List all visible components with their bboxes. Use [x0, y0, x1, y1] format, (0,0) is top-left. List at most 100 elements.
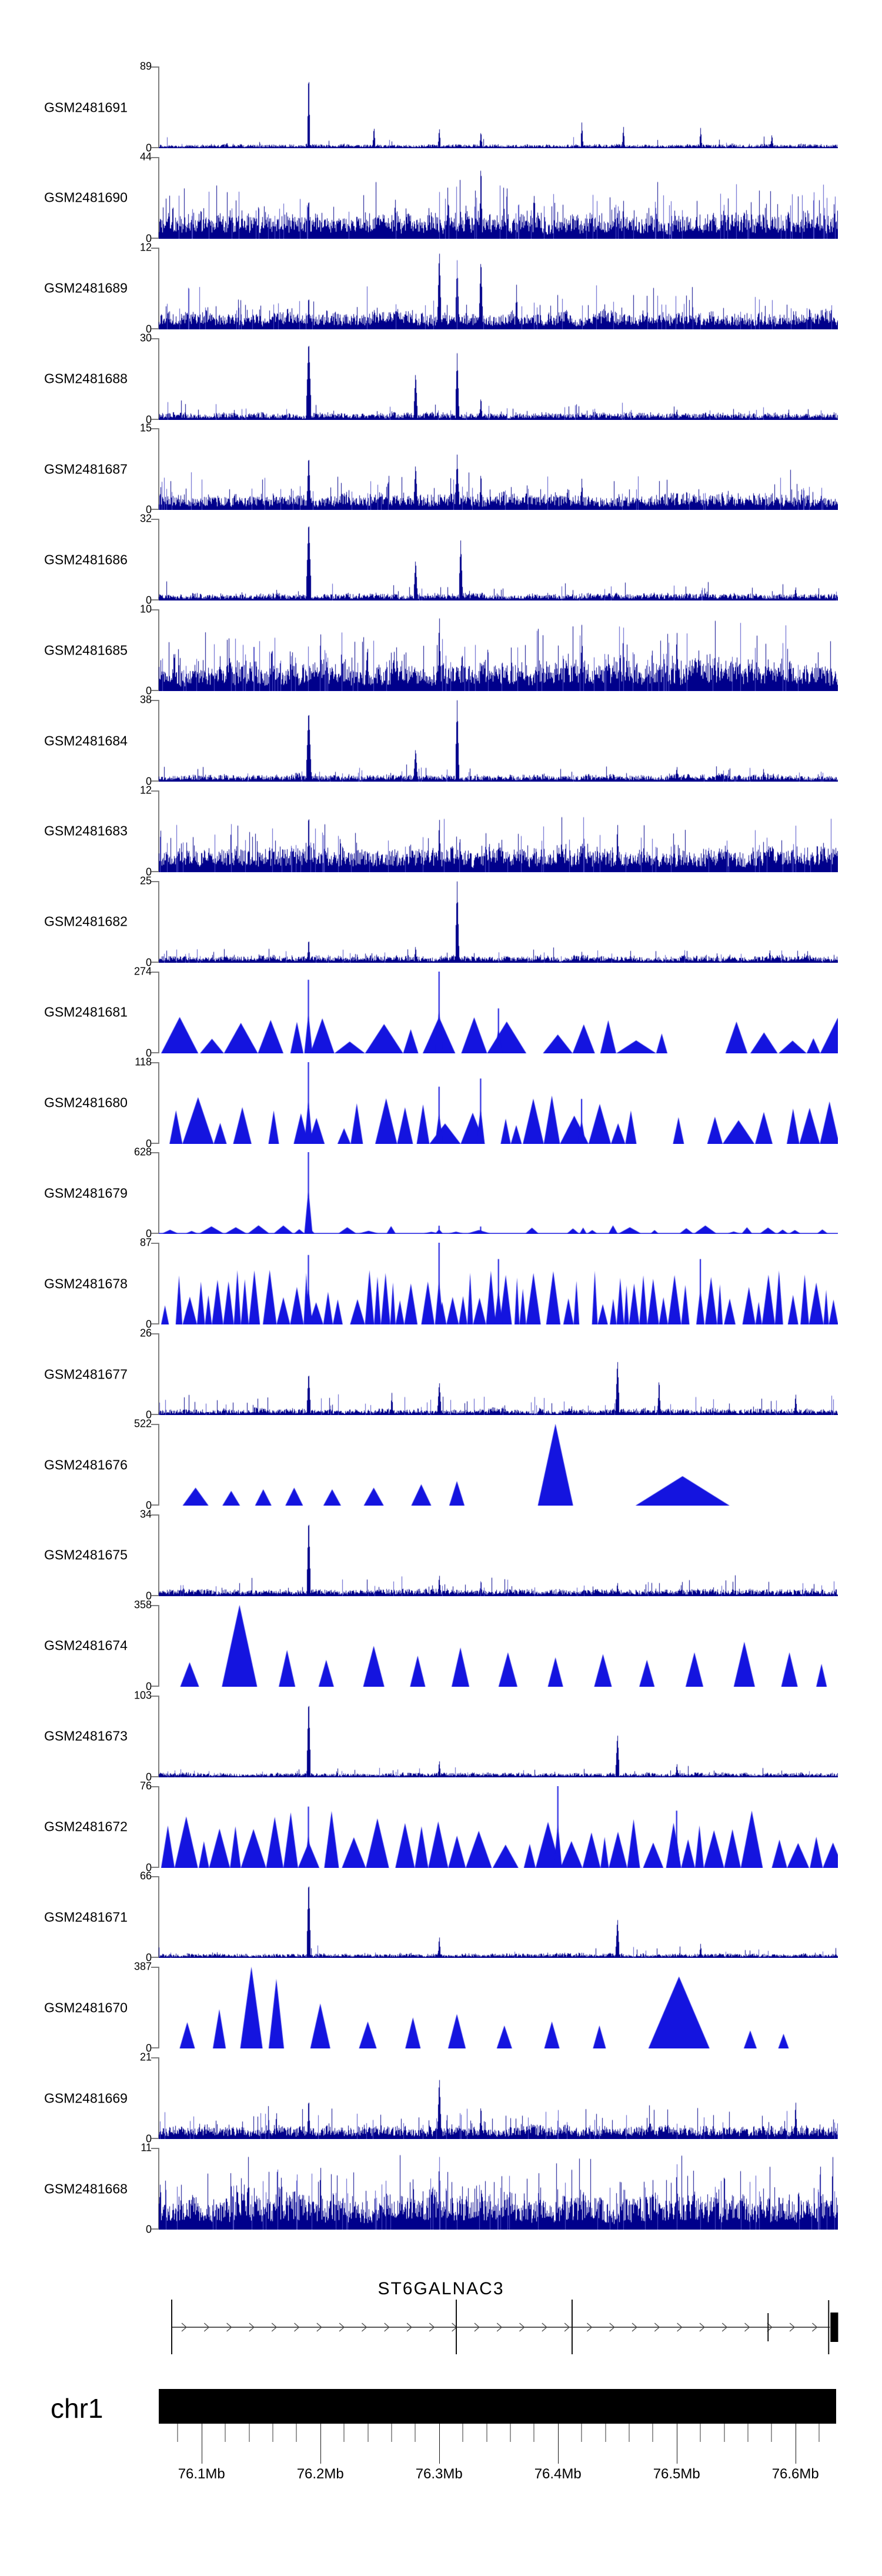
track-ymax: 26 — [139, 1327, 152, 1339]
track-plot — [159, 1424, 838, 1506]
track-ymin: 0 — [145, 1047, 152, 1059]
track-label: GSM2481691 — [44, 99, 128, 115]
axis-minor-tick — [248, 2424, 250, 2442]
track-ymin: 0 — [145, 2133, 152, 2145]
track-plot — [159, 1786, 838, 1868]
y-axis-tick — [151, 609, 159, 611]
y-axis-tick — [151, 156, 159, 158]
y-axis-tick — [151, 1786, 159, 1787]
track-plot — [159, 66, 838, 148]
track-label: GSM2481670 — [44, 2000, 128, 2016]
track-row: GSM2481676 522 0 — [0, 1419, 882, 1511]
track-ymax: 21 — [139, 2051, 152, 2063]
track-label: GSM2481668 — [44, 2181, 128, 2196]
axis-minor-tick — [723, 2424, 725, 2442]
y-axis-tick — [151, 2057, 159, 2059]
track-plot — [159, 790, 838, 872]
y-axis-tick — [151, 1967, 159, 1968]
track-ymax: 103 — [133, 1689, 152, 1701]
track-ymin: 0 — [145, 2223, 152, 2235]
y-axis-tick — [151, 1876, 159, 1878]
y-axis-tick — [151, 1233, 159, 1234]
track-ymin: 0 — [145, 866, 152, 878]
track-row: GSM2481682 25 0 — [0, 875, 882, 967]
y-axis-tick — [151, 1504, 159, 1506]
track-label: GSM2481669 — [44, 2090, 128, 2106]
chromosome-label: chr1 — [51, 2393, 103, 2424]
track-row: GSM2481674 358 0 — [0, 1599, 882, 1691]
axis-minor-tick — [604, 2424, 606, 2442]
track-label: GSM2481688 — [44, 371, 128, 386]
y-axis-tick — [151, 700, 159, 702]
track-ymax: 32 — [139, 512, 152, 525]
track-ymin: 0 — [145, 2042, 152, 2054]
y-axis-tick — [151, 2047, 159, 2049]
track-ymax: 628 — [133, 1146, 152, 1159]
axis-minor-tick — [462, 2424, 464, 2442]
track-label: GSM2481672 — [44, 1818, 128, 1834]
axis-tick-label: 76.1Mb — [178, 2466, 225, 2482]
y-axis-tick — [151, 1866, 159, 1868]
track-row: GSM2481671 66 0 — [0, 1871, 882, 1963]
y-axis-tick — [151, 1142, 159, 1144]
y-axis-tick — [151, 2228, 159, 2230]
track-row: GSM2481683 12 0 — [0, 785, 882, 877]
track-ymax: 30 — [139, 332, 152, 344]
y-axis-tick — [151, 66, 159, 68]
track-plot — [159, 1604, 838, 1687]
y-axis-tick — [151, 1695, 159, 1697]
track-ymax: 89 — [139, 60, 152, 72]
track-ymax: 12 — [139, 784, 152, 796]
track-plot — [159, 1333, 838, 1416]
axis-minor-tick — [818, 2424, 820, 2442]
y-axis-tick — [151, 880, 159, 882]
y-axis-tick — [151, 1323, 159, 1325]
track-ymin: 0 — [145, 323, 152, 335]
track-row: GSM2481688 30 0 — [0, 332, 882, 425]
axis-minor-tick — [415, 2424, 416, 2442]
track-ymax: 44 — [139, 151, 152, 163]
track-label: GSM2481674 — [44, 1637, 128, 1653]
y-axis-tick — [151, 780, 159, 782]
y-axis-tick — [151, 1776, 159, 1777]
track-plot — [159, 1967, 838, 2049]
y-axis-tick — [151, 1243, 159, 1244]
axis-minor-tick — [652, 2424, 654, 2442]
track-plot — [159, 2057, 838, 2140]
track-label: GSM2481680 — [44, 1095, 128, 1110]
track-ymax: 76 — [139, 1780, 152, 1792]
track-plot — [159, 880, 838, 963]
y-axis-tick — [151, 2148, 159, 2149]
axis-minor-tick — [343, 2424, 345, 2442]
axis-minor-tick — [177, 2424, 179, 2442]
axis-minor-tick — [581, 2424, 583, 2442]
y-axis-tick — [151, 790, 159, 792]
track-ymax: 358 — [133, 1599, 152, 1611]
track-ymin: 0 — [145, 1771, 152, 1783]
y-axis-tick — [151, 1604, 159, 1606]
track-ymin: 0 — [145, 775, 152, 788]
track-plot — [159, 2148, 838, 2230]
track-ymin: 0 — [145, 685, 152, 697]
axis-major-tick — [439, 2424, 440, 2464]
axis-minor-tick — [272, 2424, 273, 2442]
axis-tick-label: 76.3Mb — [415, 2466, 463, 2482]
track-ymax: 118 — [135, 1056, 152, 1068]
y-axis-tick — [151, 1152, 159, 1154]
track-row: GSM2481679 628 0 — [0, 1147, 882, 1239]
track-row: GSM2481691 89 0 — [0, 61, 882, 154]
y-axis-tick — [151, 1052, 159, 1053]
track-label: GSM2481676 — [44, 1457, 128, 1473]
y-axis-tick — [151, 1957, 159, 1958]
axis-minor-tick — [628, 2424, 630, 2442]
track-row: GSM2481687 15 0 — [0, 423, 882, 515]
track-row: GSM2481675 34 0 — [0, 1509, 882, 1601]
track-ymin: 0 — [145, 1861, 152, 1874]
track-plot — [159, 247, 838, 329]
y-axis-tick — [151, 328, 159, 329]
track-row: GSM2481685 10 0 — [0, 604, 882, 696]
y-axis-tick — [151, 519, 159, 520]
axis-major-tick — [557, 2424, 559, 2464]
y-axis-tick — [151, 961, 159, 963]
